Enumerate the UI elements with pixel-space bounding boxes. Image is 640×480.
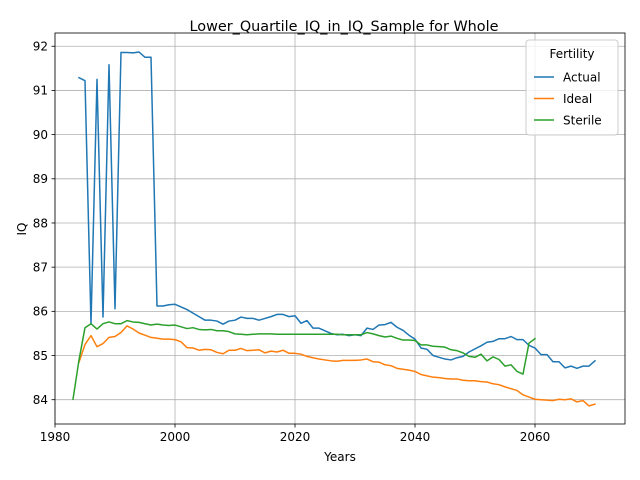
legend-label-sterile: Sterile [563,113,602,127]
series-line-ideal [78,325,596,407]
legend-label-actual: Actual [563,70,601,84]
x-tick-label: 2060 [520,430,551,444]
y-tick-label: 90 [33,128,48,142]
y-tick-label: 86 [33,305,48,319]
x-tick-label: 1980 [40,430,71,444]
y-tick-label: 84 [33,393,48,407]
chart-title: Lower_Quartile_IQ_in_IQ_Sample for Whole [190,19,499,35]
y-tick-label: 89 [33,172,48,186]
x-tick-label: 2020 [280,430,311,444]
axis-ticks: 1980 2000 2020 2040 2060 84 85 86 87 88 89 90 91 92 [33,40,551,444]
y-tick-label: 85 [33,349,48,363]
legend-title: Fertility [549,47,594,61]
y-tick-label: 91 [33,84,48,98]
x-tick-label: 2000 [160,430,191,444]
y-tick-label: 88 [33,216,48,230]
x-tick-label: 2040 [400,430,431,444]
y-tick-label: 92 [33,40,48,54]
plot-frame [54,32,626,425]
series-line-sterile [72,319,537,401]
legend-label-ideal: Ideal [563,92,592,106]
y-axis-label: IQ [15,223,29,236]
series-lines [72,51,597,407]
legend: Fertility Actual Ideal Sterile [525,39,619,136]
legend-box [525,39,619,136]
x-axis-label: Years [323,450,356,464]
y-tick-label: 87 [33,260,48,274]
